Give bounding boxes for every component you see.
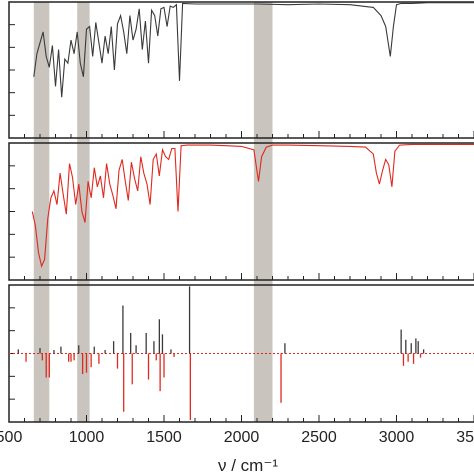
x-tick-label: 1500 <box>146 429 182 446</box>
middle-spectrum-panel <box>8 142 474 281</box>
highlight-bands <box>33 2 273 422</box>
bottom-panel-ticks <box>8 307 474 422</box>
middle-spectrum-line <box>31 143 474 269</box>
x-tick-label: 2000 <box>224 429 260 446</box>
x-tick-label: 2500 <box>301 429 337 446</box>
x-axis-label: ν / cm⁻¹ <box>218 456 278 474</box>
x-tick-label: 1000 <box>69 429 105 446</box>
top-spectrum-line <box>33 2 474 98</box>
highlight-band-3 <box>253 2 273 422</box>
difference-spectrum-panel <box>8 284 474 423</box>
top-panel-ticks <box>8 24 474 138</box>
middle-spectrum-trace <box>31 143 474 269</box>
x-tick-label: 3000 <box>379 429 415 446</box>
x-tick-label: 500 <box>0 429 22 446</box>
top-spectrum-panel <box>8 1 474 139</box>
x-tick-label: 3500 <box>456 429 474 446</box>
top-spectrum-trace <box>33 2 474 98</box>
middle-panel-ticks <box>8 165 474 280</box>
highlight-band-1 <box>33 2 50 422</box>
difference-sticks <box>9 286 474 420</box>
x-axis-tick-labels: 500 1000 1500 2000 2500 3000 3500 <box>0 429 474 446</box>
highlight-band-2 <box>77 2 90 422</box>
